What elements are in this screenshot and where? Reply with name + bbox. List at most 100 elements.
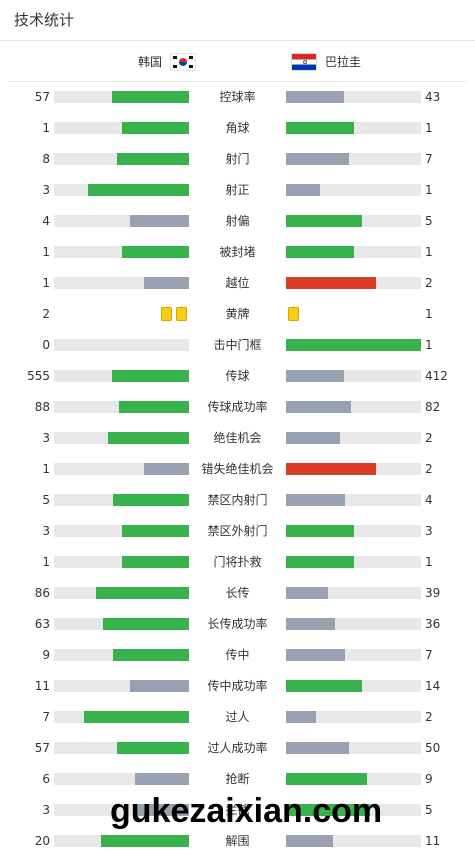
stat-label: 黄牌 (225, 307, 250, 321)
stat-row: 88 传球成功率 82 (0, 392, 475, 423)
away-value: 2 (425, 710, 433, 724)
stat-row: 9 传中 7 (0, 640, 475, 671)
away-bar-track (286, 215, 421, 227)
home-bar-track (54, 587, 189, 599)
home-value: 11 (34, 679, 50, 693)
home-team-name: 韩国 (138, 55, 163, 69)
home-bar-track (54, 91, 189, 103)
away-value: 1 (425, 245, 433, 259)
away-value: 5 (425, 803, 433, 817)
away-bar-track (286, 463, 421, 475)
stat-label: 拦截 (225, 803, 250, 817)
home-bar-fill (102, 618, 189, 630)
home-bar-fill (117, 153, 189, 165)
home-value: 7 (42, 710, 50, 724)
home-value: 0 (42, 338, 50, 352)
home-bar-fill (112, 370, 189, 382)
away-bar-fill (286, 277, 377, 289)
home-bar-track (54, 618, 189, 630)
home-team: 韩国 (138, 41, 197, 82)
home-value: 4 (42, 214, 50, 228)
stat-label: 传中成功率 (207, 679, 268, 693)
home-bar-fill (83, 711, 189, 723)
stat-row: 3 拦截 5 (0, 795, 475, 826)
stat-label: 角球 (225, 121, 250, 135)
stat-row: 6 抢断 9 (0, 764, 475, 795)
stat-label: 解围 (225, 834, 250, 848)
away-bar-track (286, 804, 421, 816)
stat-row: 0 击中门框 1 (0, 330, 475, 361)
home-value: 1 (42, 462, 50, 476)
stat-label: 控球率 (219, 90, 256, 104)
home-value: 8 (42, 152, 50, 166)
away-bar-track (286, 91, 421, 103)
home-bar-track (54, 773, 189, 785)
away-bar-track (286, 711, 421, 723)
home-bar-track (54, 153, 189, 165)
home-bar-fill (129, 215, 189, 227)
home-bar-fill (95, 587, 189, 599)
stat-label: 禁区外射门 (207, 524, 268, 538)
away-bar-fill (286, 773, 367, 785)
away-bar-fill (286, 153, 350, 165)
away-value: 11 (425, 834, 441, 848)
home-value: 88 (34, 400, 50, 414)
home-bar-fill (121, 556, 189, 568)
home-bar-track (54, 556, 189, 568)
stat-label: 传球成功率 (207, 400, 268, 414)
away-value: 4 (425, 493, 433, 507)
away-value: 1 (425, 183, 433, 197)
teams-header: 韩国 巴拉圭 (8, 41, 467, 82)
home-bar-fill (113, 649, 189, 661)
home-bar-track (54, 494, 189, 506)
home-bar-fill (117, 742, 189, 754)
paraguay-flag-icon (291, 52, 317, 71)
away-value: 2 (425, 276, 433, 290)
stat-row: 57 控球率 43 (0, 82, 475, 113)
away-bar-fill (286, 618, 335, 630)
away-bar-track (286, 556, 421, 568)
home-bar-fill (108, 432, 189, 444)
home-value: 57 (34, 90, 50, 104)
home-bar-fill (113, 494, 189, 506)
away-value: 1 (425, 338, 433, 352)
stat-row: 3 绝佳机会 2 (0, 423, 475, 454)
away-bar-track (286, 122, 421, 134)
stat-row: 5 禁区内射门 4 (0, 485, 475, 516)
home-value: 86 (34, 586, 50, 600)
home-bar-track (54, 277, 189, 289)
stat-row: 1 门将扑救 1 (0, 547, 475, 578)
home-value: 555 (27, 369, 50, 383)
away-bar-fill (286, 556, 354, 568)
home-bar-track (54, 122, 189, 134)
home-bar-track (54, 649, 189, 661)
away-value: 1 (425, 307, 433, 321)
away-bar-fill (286, 804, 370, 816)
yellow-card-icon (161, 307, 172, 321)
away-value: 39 (425, 586, 441, 600)
stat-row: 20 解围 11 (0, 826, 475, 857)
south-korea-flag-icon (170, 52, 197, 71)
away-bar-track (286, 742, 421, 754)
home-bar-track (54, 215, 189, 227)
stat-label: 过人 (225, 710, 250, 724)
away-bar-track (286, 835, 421, 847)
away-bar-fill (286, 122, 354, 134)
home-bar-fill (112, 91, 189, 103)
away-bar-fill (286, 401, 351, 413)
away-bar-track (286, 339, 421, 351)
stat-label: 绝佳机会 (213, 431, 262, 445)
away-bar-track (286, 494, 421, 506)
away-value: 412 (425, 369, 448, 383)
away-bar-track (286, 680, 421, 692)
away-value: 7 (425, 152, 433, 166)
stat-label: 长传成功率 (207, 617, 268, 631)
away-bar-fill (286, 215, 362, 227)
away-team: 巴拉圭 (291, 41, 361, 82)
away-bar-fill (286, 494, 346, 506)
home-value: 1 (42, 245, 50, 259)
home-bar-track (54, 401, 189, 413)
away-bar-track (286, 184, 421, 196)
away-value: 82 (425, 400, 441, 414)
home-value: 1 (42, 276, 50, 290)
